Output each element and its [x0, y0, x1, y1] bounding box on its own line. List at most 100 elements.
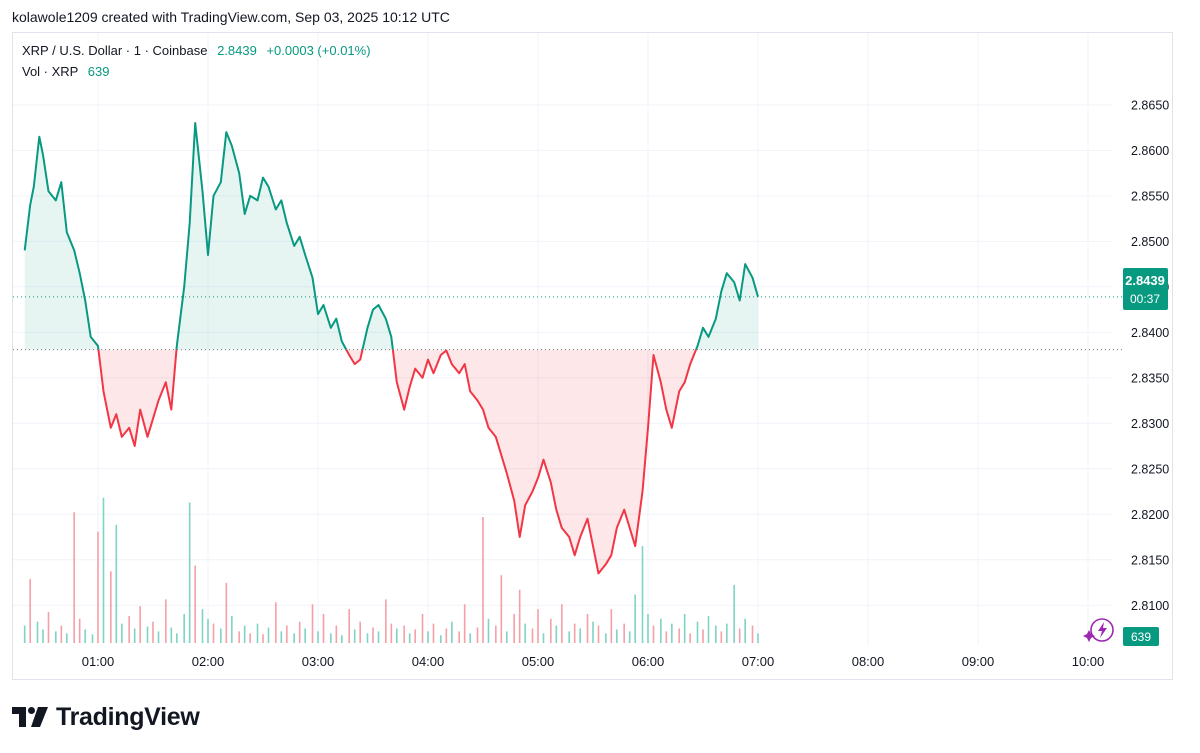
volume-bar	[641, 546, 644, 643]
volume-bar	[275, 602, 277, 643]
volume-bar	[42, 629, 44, 643]
volume-bar	[238, 631, 240, 643]
x-tick-label: 08:00	[852, 654, 885, 669]
volume-bar	[537, 609, 539, 643]
y-tick-label: 2.8650	[1131, 98, 1169, 112]
y-tick-label: 2.8200	[1131, 508, 1169, 522]
volume-bar	[110, 571, 112, 643]
volume-bar	[469, 633, 471, 643]
volume-bar	[550, 618, 552, 643]
volume-bar	[451, 621, 453, 643]
volume-bar	[91, 634, 94, 643]
volume-bar	[390, 623, 393, 643]
baseline-area-fills	[24, 123, 758, 574]
volume-legend-label: Vol · XRP	[22, 64, 79, 79]
volume-bar	[47, 612, 50, 643]
volume-bar	[293, 633, 295, 643]
x-tick-label: 07:00	[742, 654, 775, 669]
volume-bar	[568, 631, 570, 643]
volume-bar	[396, 628, 398, 643]
grid-lines	[13, 33, 1113, 644]
x-tick-label: 01:00	[82, 654, 115, 669]
volume-bar	[176, 633, 178, 643]
volume-bar	[102, 497, 105, 643]
volume-bar	[542, 633, 545, 643]
volume-bar	[60, 625, 63, 643]
volume-bar	[194, 565, 196, 643]
y-tick-label: 2.8550	[1131, 189, 1169, 203]
last-price-tag: 2.8439	[1125, 273, 1165, 288]
y-tick-label: 2.8250	[1131, 462, 1169, 476]
volume-bar	[616, 629, 618, 643]
volume-bar	[421, 613, 424, 643]
volume-bar	[84, 629, 86, 643]
volume-tag-bg	[1123, 627, 1159, 646]
volume-bar	[267, 627, 270, 643]
volume-bar	[146, 626, 149, 643]
tradingview-logo[interactable]: TradingView	[12, 701, 200, 733]
area-above-baseline	[24, 123, 758, 350]
legend-change: +0.0003 (+0.01%)	[266, 43, 371, 58]
volume-bar	[482, 517, 484, 643]
axis-tags: 2.8439 00:37 639	[1123, 268, 1168, 646]
price-line-below	[97, 349, 698, 575]
y-tick-label: 2.8500	[1131, 235, 1169, 249]
volume-bar	[610, 609, 613, 643]
symbol-title[interactable]: XRP / U.S. Dollar · 1 · Coinbase	[22, 43, 208, 58]
volume-bar	[286, 625, 288, 643]
x-tick-label: 05:00	[522, 654, 555, 669]
price-lines	[13, 122, 1122, 575]
volume-bar	[561, 604, 563, 643]
volume-bar	[408, 633, 411, 643]
volume-bar	[157, 631, 160, 643]
price-axis[interactable]: 2.8100 2.8150 2.8200 2.8250 2.8300 2.8350 2.84…	[1131, 98, 1169, 612]
symbol-legend[interactable]: XRP / U.S. Dollar · 1 · Coinbase 2.8439 …	[22, 43, 371, 58]
volume-bar	[555, 625, 558, 643]
price-line-above	[23, 122, 759, 350]
volume-bar	[500, 575, 503, 643]
volume-bar	[414, 629, 416, 643]
x-tick-label: 10:00	[1072, 654, 1105, 669]
volume-bar	[652, 625, 655, 643]
y-tick-label: 2.8150	[1131, 553, 1169, 567]
volume-bar	[403, 625, 405, 643]
volume-bar	[524, 623, 526, 643]
volume-bar	[427, 631, 429, 643]
volume-bar	[311, 604, 314, 643]
volume-bar	[372, 627, 374, 643]
volume-bar	[513, 613, 515, 643]
y-tick-label: 2.8350	[1131, 371, 1169, 385]
volume-bar	[97, 531, 99, 643]
volume-bar	[495, 625, 497, 643]
volume-bar	[66, 633, 68, 643]
volume-bar	[304, 628, 306, 643]
volume-bar	[280, 631, 283, 643]
y-tick-label: 2.8100	[1131, 599, 1169, 613]
tradingview-mark-icon	[12, 707, 48, 727]
price-chart[interactable]: 2.81002.81502.82002.82502.83002.83502.84…	[0, 0, 1200, 700]
volume-bar	[634, 594, 636, 643]
time-axis[interactable]: 01:00 02:00 03:00 04:00 05:00 06:00 07:00 08:00…	[82, 654, 1105, 669]
volume-bar	[78, 618, 81, 643]
volume-bar	[225, 582, 228, 643]
volume-bar	[121, 623, 123, 643]
volume-bar	[377, 631, 380, 643]
volume-bar	[207, 618, 209, 643]
replay-lightning-icon[interactable]	[1083, 618, 1114, 642]
volume-bars	[23, 497, 759, 643]
volume-bar	[720, 631, 723, 643]
volume-bar	[696, 621, 699, 643]
volume-bar	[212, 623, 215, 643]
volume-bar	[733, 584, 735, 643]
volume-bar	[671, 623, 673, 643]
volume-bar	[366, 633, 369, 643]
last-price-tag-bg	[1123, 268, 1168, 310]
volume-bar	[518, 589, 521, 643]
volume-bar	[256, 623, 259, 643]
volume-bar	[353, 629, 356, 643]
volume-bar	[385, 599, 387, 643]
volume-bar	[476, 627, 479, 643]
volume-bar	[647, 613, 649, 643]
volume-legend[interactable]: Vol · XRP 639	[22, 64, 109, 79]
volume-bar	[341, 635, 343, 643]
